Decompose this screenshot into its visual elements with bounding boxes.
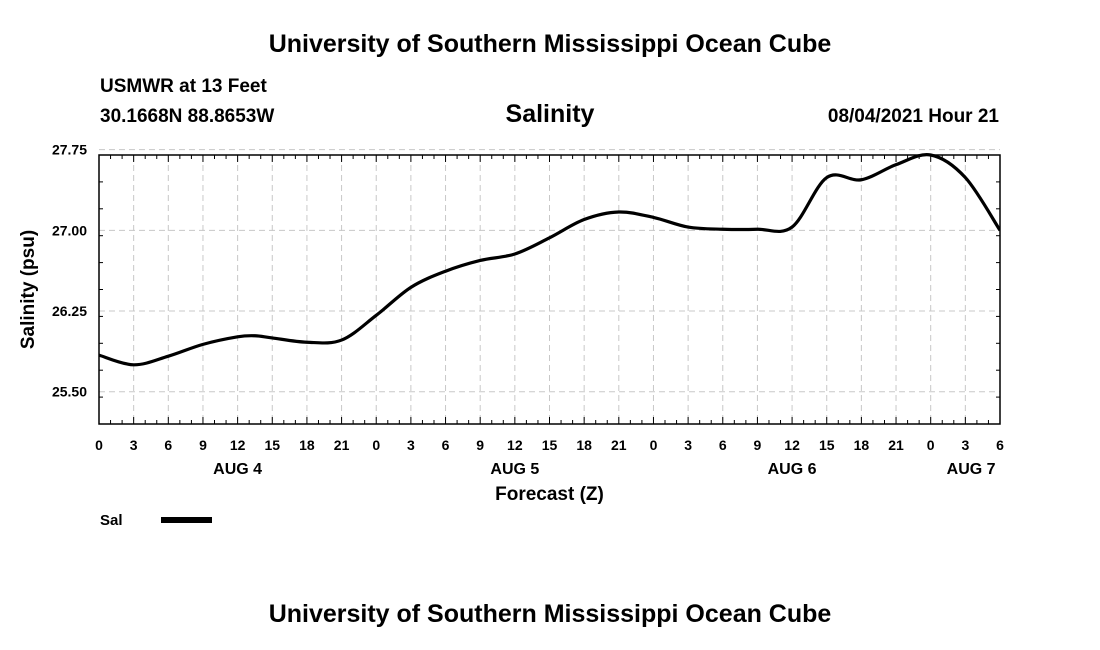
x-tick-label: 9 bbox=[754, 437, 762, 453]
y-tick-label: 25.50 bbox=[52, 384, 87, 400]
x-tick-label: 21 bbox=[334, 437, 350, 453]
x-tick-label: 0 bbox=[372, 437, 380, 453]
x-tick-label: 9 bbox=[476, 437, 484, 453]
x-tick-label: 15 bbox=[264, 437, 280, 453]
day-label: AUG 6 bbox=[768, 461, 817, 478]
x-tick-label: 3 bbox=[130, 437, 138, 453]
x-tick-label: 21 bbox=[888, 437, 904, 453]
datetime-label: 08/04/2021 Hour 21 bbox=[827, 106, 999, 127]
tick-labels: 0 3 6 9 12 15 18 21 0 3 6 9 12 15 18 21 0 3 6 9 12 15 18 21 0 3 6A… bbox=[18, 142, 1004, 505]
x-tick-label: 6 bbox=[442, 437, 450, 453]
x-tick-label: 15 bbox=[819, 437, 835, 453]
x-tick-label: 6 bbox=[996, 437, 1004, 453]
series-line-sal bbox=[99, 153, 1000, 367]
x-tick-label: 18 bbox=[854, 437, 870, 453]
x-tick-label: 12 bbox=[784, 437, 800, 453]
day-label: AUG 7 bbox=[947, 461, 996, 478]
grid bbox=[99, 149, 1000, 424]
legend-label: Sal bbox=[100, 512, 123, 529]
x-tick-label: 3 bbox=[684, 437, 692, 453]
x-tick-label: 6 bbox=[719, 437, 727, 453]
x-tick-label: 9 bbox=[199, 437, 207, 453]
footer-title: University of Southern Mississippi Ocean… bbox=[268, 600, 832, 628]
day-label: AUG 5 bbox=[490, 461, 539, 478]
x-tick-label: 3 bbox=[407, 437, 415, 453]
page-title: University of Southern Mississippi Ocean… bbox=[268, 30, 832, 58]
x-tick-label: 0 bbox=[927, 437, 935, 453]
coordinates-label: 30.1668N 88.8653W bbox=[100, 106, 275, 127]
x-tick-label: 18 bbox=[576, 437, 592, 453]
x-tick-label: 15 bbox=[542, 437, 558, 453]
x-tick-label: 6 bbox=[164, 437, 172, 453]
station-label: USMWR at 13 Feet bbox=[100, 76, 267, 97]
y-axis-title: Salinity (psu) bbox=[18, 230, 39, 349]
day-label: AUG 4 bbox=[213, 461, 262, 478]
x-axis-title: Forecast (Z) bbox=[495, 484, 604, 505]
x-tick-label: 0 bbox=[95, 437, 103, 453]
x-tick-label: 18 bbox=[299, 437, 315, 453]
ticks bbox=[98, 154, 1001, 425]
x-tick-label: 3 bbox=[961, 437, 969, 453]
x-tick-label: 12 bbox=[230, 437, 246, 453]
x-tick-label: 0 bbox=[650, 437, 658, 453]
y-tick-label: 27.00 bbox=[52, 222, 87, 238]
series-group bbox=[99, 153, 1000, 367]
legend: Sal bbox=[100, 512, 212, 529]
x-tick-label: 12 bbox=[507, 437, 523, 453]
y-tick-label: 27.75 bbox=[52, 142, 87, 158]
x-tick-label: 21 bbox=[611, 437, 627, 453]
chart-title: Salinity bbox=[505, 100, 595, 128]
y-tick-label: 26.25 bbox=[52, 303, 87, 319]
